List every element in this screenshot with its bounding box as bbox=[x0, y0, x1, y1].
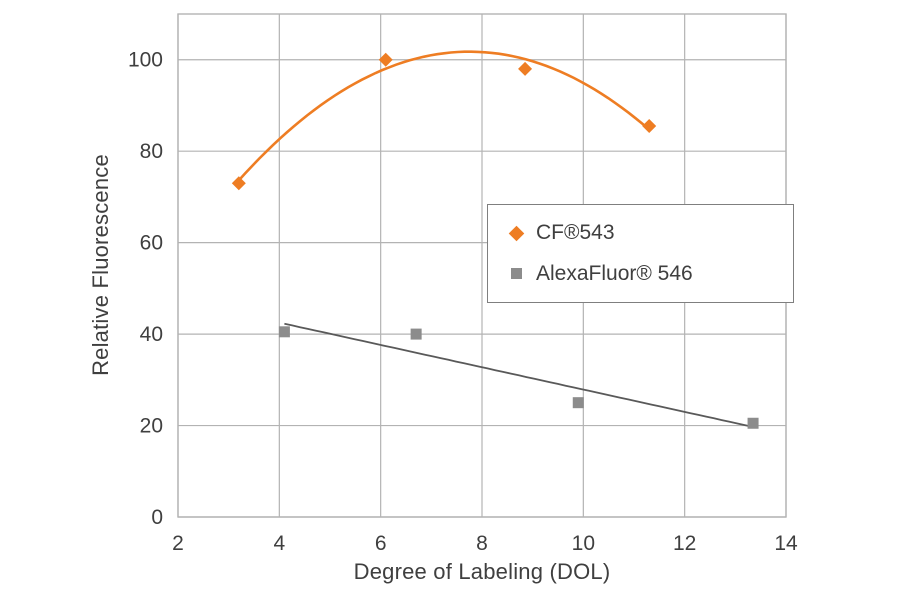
svg-text:8: 8 bbox=[476, 532, 488, 555]
legend-item-cf543: CF®543 bbox=[508, 221, 793, 245]
svg-text:2: 2 bbox=[172, 532, 184, 555]
legend: CF®543 AlexaFluor® 546 bbox=[487, 204, 794, 303]
legend-label-cf543: CF®543 bbox=[536, 221, 615, 245]
svg-text:0: 0 bbox=[151, 506, 163, 529]
svg-text:4: 4 bbox=[273, 532, 285, 555]
svg-text:6: 6 bbox=[375, 532, 387, 555]
svg-text:40: 40 bbox=[140, 323, 163, 346]
svg-text:14: 14 bbox=[774, 532, 798, 555]
svg-text:20: 20 bbox=[140, 415, 163, 438]
x-axis-title: Degree of Labeling (DOL) bbox=[353, 559, 611, 584]
legend-label-alexafluor546: AlexaFluor® 546 bbox=[536, 261, 693, 285]
svg-text:60: 60 bbox=[140, 232, 163, 255]
svg-text:10: 10 bbox=[572, 532, 595, 555]
svg-text:80: 80 bbox=[140, 140, 163, 163]
svg-text:100: 100 bbox=[128, 49, 163, 72]
alexafluor546-square-icon bbox=[511, 268, 522, 280]
y-axis-title: Relative Fluorescence bbox=[88, 154, 113, 376]
cf543-diamond-icon bbox=[508, 225, 525, 242]
svg-text:12: 12 bbox=[673, 532, 696, 555]
legend-item-alexafluor546: AlexaFluor® 546 bbox=[511, 262, 793, 286]
